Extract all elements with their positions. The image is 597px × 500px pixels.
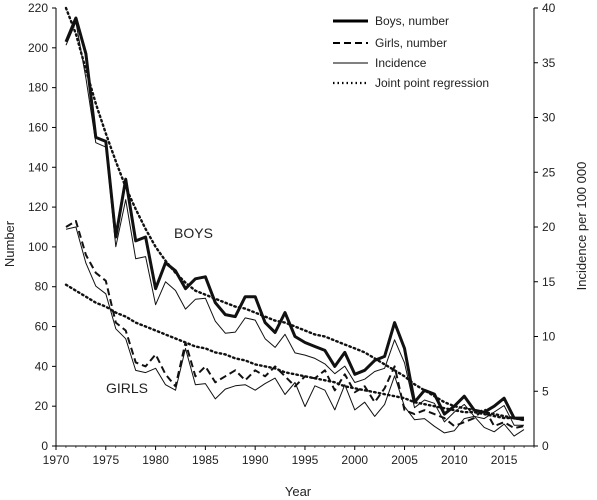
y-tick-label-left: 80 xyxy=(35,280,49,294)
series-line-incidence-3 xyxy=(65,21,524,426)
y-tick-label-left: 120 xyxy=(28,200,48,214)
y-tick-label-left: 0 xyxy=(41,439,48,453)
legend-item-regression: Joint point regression xyxy=(333,76,489,90)
x-tick-label: 2000 xyxy=(341,453,368,467)
y-tick-label-left: 40 xyxy=(35,359,49,373)
y-tick-label-right: 40 xyxy=(542,1,556,15)
x-tick-label: 1995 xyxy=(292,453,319,467)
y-tick-label-right: 30 xyxy=(542,111,556,125)
y-axis-title-right: Incidence per 100 000 xyxy=(574,162,589,291)
y-tick-label-left: 200 xyxy=(28,41,48,55)
y-tick-label-left: 160 xyxy=(28,120,48,134)
legend-label-incidence: Incidence xyxy=(375,56,427,70)
y-tick-label-left: 20 xyxy=(35,399,49,413)
legend-item-incidence: Incidence xyxy=(333,56,427,70)
x-ticks: 1970 1975 1980 1985 1990 1995 2000 2005 2010 2015 xyxy=(43,446,535,467)
y-ticks-left: 0 20 40 60 80 100 120 140 160 180 200 220 xyxy=(28,1,56,453)
y-tick-label-left: 220 xyxy=(28,1,48,15)
y-tick-label-left: 60 xyxy=(35,320,49,334)
x-tick-label: 2005 xyxy=(391,453,418,467)
x-tick-label: 1975 xyxy=(92,453,119,467)
series-line-girls-number-1 xyxy=(65,220,525,430)
y-tick-label-right: 0 xyxy=(542,439,549,453)
legend-label-girls: Girls, number xyxy=(375,36,447,50)
y-tick-label-right: 10 xyxy=(542,330,556,344)
x-tick-label: 1970 xyxy=(43,453,70,467)
series-line-incidence-2 xyxy=(65,226,525,437)
x-tick-label: 1985 xyxy=(192,453,219,467)
y-tick-label-left: 180 xyxy=(28,81,48,95)
y-tick-label-left: 140 xyxy=(28,160,48,174)
x-tick-label: 1980 xyxy=(142,453,169,467)
girls-label: GIRLS xyxy=(106,380,148,396)
y-tick-label-right: 35 xyxy=(542,56,556,70)
x-tick-label: 2010 xyxy=(441,453,468,467)
y-tick-label-right: 5 xyxy=(542,384,549,398)
legend-label-regression: Joint point regression xyxy=(375,76,489,90)
legend: Boys, number Girls, number Incidence Joi… xyxy=(333,14,489,90)
series-line-joint-point-regression-5 xyxy=(64,283,526,422)
y-ticks-right: 0 5 10 15 20 25 30 35 40 xyxy=(534,1,556,453)
legend-item-boys: Boys, number xyxy=(333,14,449,28)
plot-lines xyxy=(64,6,526,437)
x-tick-label: 2015 xyxy=(491,453,518,467)
y-tick-label-right: 20 xyxy=(542,220,556,234)
y-tick-label-right: 15 xyxy=(542,275,556,289)
series-line-boys-number-0 xyxy=(64,16,524,420)
boys-label: BOYS xyxy=(174,225,213,241)
y-tick-label-right: 25 xyxy=(542,165,556,179)
x-tick-label: 1990 xyxy=(242,453,269,467)
legend-item-girls: Girls, number xyxy=(333,36,447,50)
x-axis-title: Year xyxy=(285,484,312,499)
y-axis-title-left: Number xyxy=(2,220,17,267)
series-line-joint-point-regression-4 xyxy=(64,6,526,422)
legend-label-boys: Boys, number xyxy=(375,14,449,28)
y-tick-label-left: 100 xyxy=(28,240,48,254)
